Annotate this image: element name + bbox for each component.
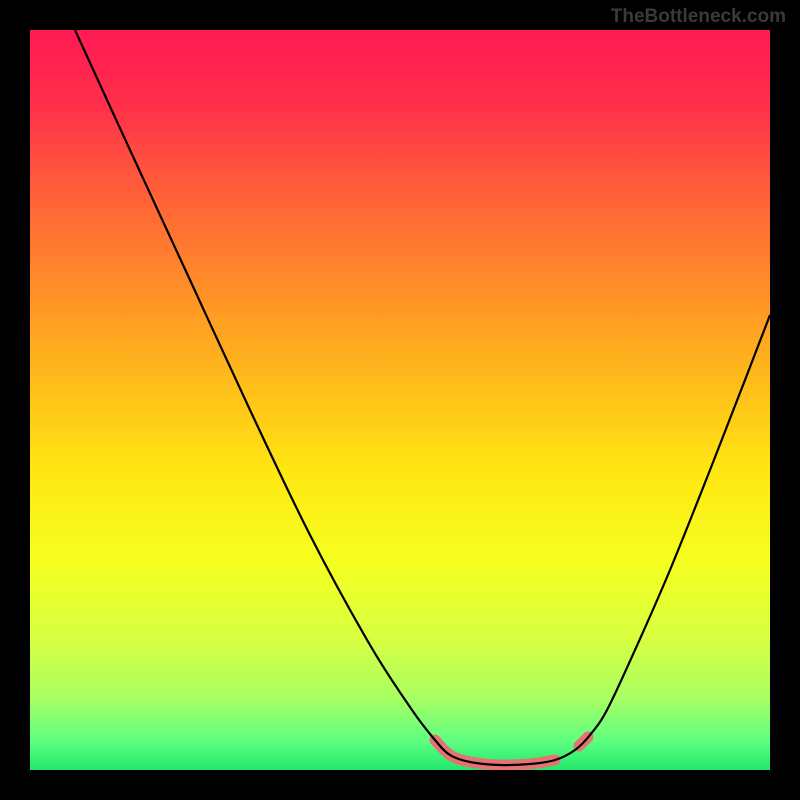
- watermark-text: TheBottleneck.com: [611, 6, 786, 28]
- chart-curve-layer: [30, 30, 770, 770]
- chart-highlight-segment: [435, 740, 555, 765]
- chart-plot-area: [30, 30, 770, 770]
- chart-main-curve: [75, 30, 770, 765]
